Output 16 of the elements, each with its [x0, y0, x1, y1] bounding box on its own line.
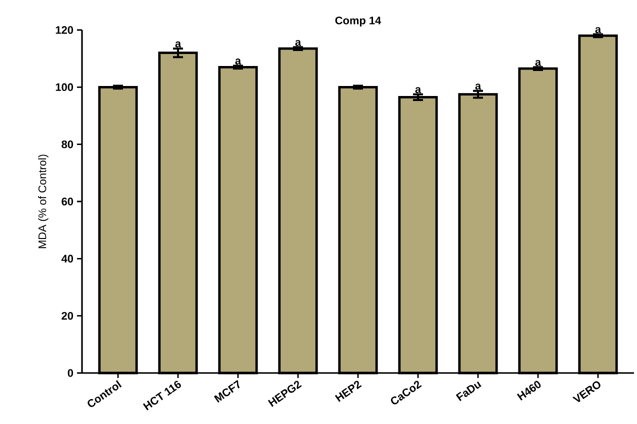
annotation: a — [595, 27, 602, 34]
annotation: a — [415, 87, 422, 94]
y-tick-label: 120 — [56, 26, 74, 34]
y-tick-label: 100 — [56, 83, 74, 92]
annotation: a — [295, 40, 302, 46]
annotation: a — [535, 60, 542, 66]
y-tick-label: 40 — [61, 254, 74, 263]
y-tick-label: 80 — [62, 140, 74, 148]
annotation: a — [475, 84, 482, 90]
y-tick-label: 0 — [68, 369, 74, 377]
y-tick-label: 20 — [62, 312, 74, 320]
y-axis-title: MDA (% of Control) — [38, 154, 48, 248]
chart-title: Comp 14 — [335, 16, 382, 26]
y-tick-label: 60 — [62, 198, 74, 206]
annotation: a — [235, 58, 242, 65]
annotation: a — [175, 41, 182, 48]
